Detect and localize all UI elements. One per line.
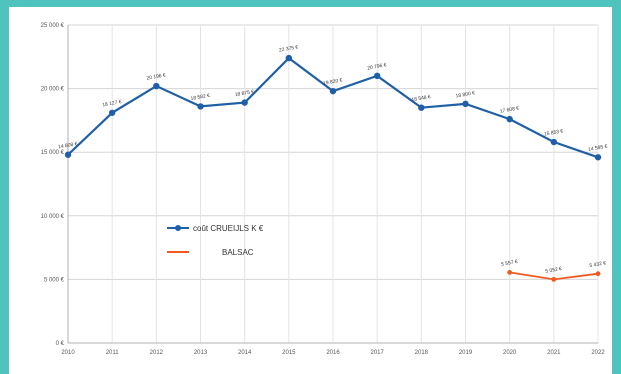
legend-label: coût CRUEIJLS K € <box>193 224 264 233</box>
line-chart: 0 € 5 000 € 10 000 € 15 000 € 20 000 € 25 000… <box>41 23 609 356</box>
chart-frame: 0 € 5 000 € 10 000 € 15 000 € 20 000 € 25 000… <box>9 7 612 374</box>
x-tick-label: 2021 <box>547 350 561 356</box>
x-tick-label: 2018 <box>415 350 429 356</box>
data-point <box>551 277 557 282</box>
data-point <box>285 54 293 62</box>
data-point <box>418 104 425 111</box>
data-point <box>108 109 116 116</box>
data-labels: 14 808 € 18 127 € 20 196 € 18 582 € 18 875 €… <box>58 44 608 274</box>
data-point <box>241 99 248 106</box>
data-point <box>197 103 204 110</box>
data-point <box>153 82 160 90</box>
gridlines <box>67 24 599 344</box>
y-tick-label: 5 000 € <box>44 277 65 283</box>
x-tick-label: 2012 <box>150 350 164 356</box>
data-label: 18 582 € <box>190 93 210 102</box>
data-label: 18 875 € <box>234 89 254 98</box>
x-tick-label: 2019 <box>459 350 473 356</box>
data-label: 17 608 € <box>499 105 519 114</box>
x-tick-label: 2020 <box>503 350 517 356</box>
y-tick-label: 25 000 € <box>41 23 65 29</box>
x-tick-label: 2014 <box>238 350 252 356</box>
data-label: 20 796 € <box>367 62 387 71</box>
y-axis: 0 € 5 000 € 10 000 € 15 000 € 20 000 € 25 000… <box>41 23 65 347</box>
data-point <box>550 138 558 146</box>
y-tick-label: 10 000 € <box>41 214 65 220</box>
y-tick-label: 0 € <box>56 341 65 347</box>
data-label: 5 557 € <box>501 259 519 268</box>
x-tick-label: 2011 <box>106 350 120 356</box>
legend: coût CRUEIJLS K € BALSAC <box>167 224 264 257</box>
data-point <box>329 87 337 95</box>
x-axis: 2010 2011 2012 2013 2014 2015 2016 2017 2018 2019… <box>61 350 605 356</box>
y-tick-label: 20 000 € <box>41 87 65 93</box>
legend-swatch-marker <box>175 225 181 231</box>
data-label: 5 432 € <box>589 260 607 269</box>
x-tick-label: 2022 <box>591 350 605 356</box>
data-label: 15 853 € <box>544 128 564 137</box>
data-point <box>64 151 72 158</box>
data-label: 14 595 € <box>588 144 608 153</box>
x-tick-label: 2016 <box>326 350 340 356</box>
data-label: 18 800 € <box>455 90 475 99</box>
data-label: 22 375 € <box>279 44 299 53</box>
data-point <box>373 72 381 80</box>
legend-label: BALSAC <box>222 248 254 257</box>
data-label: 5 052 € <box>545 266 563 275</box>
data-point <box>507 270 513 275</box>
data-label: 18 548 € <box>411 94 431 103</box>
data-point <box>462 100 469 108</box>
data-label: 19 820 € <box>323 77 343 86</box>
data-label: 18 127 € <box>102 99 122 108</box>
x-tick-label: 2017 <box>370 350 384 356</box>
data-point <box>506 115 513 123</box>
x-tick-label: 2010 <box>61 350 75 356</box>
data-point <box>595 271 601 277</box>
series-points <box>64 54 602 282</box>
y-tick-label: 15 000 € <box>41 150 65 156</box>
data-point <box>594 154 602 161</box>
data-label: 14 808 € <box>58 141 78 150</box>
data-label: 20 196 € <box>146 72 166 81</box>
x-tick-label: 2015 <box>282 350 296 356</box>
x-tick-label: 2013 <box>194 350 208 356</box>
